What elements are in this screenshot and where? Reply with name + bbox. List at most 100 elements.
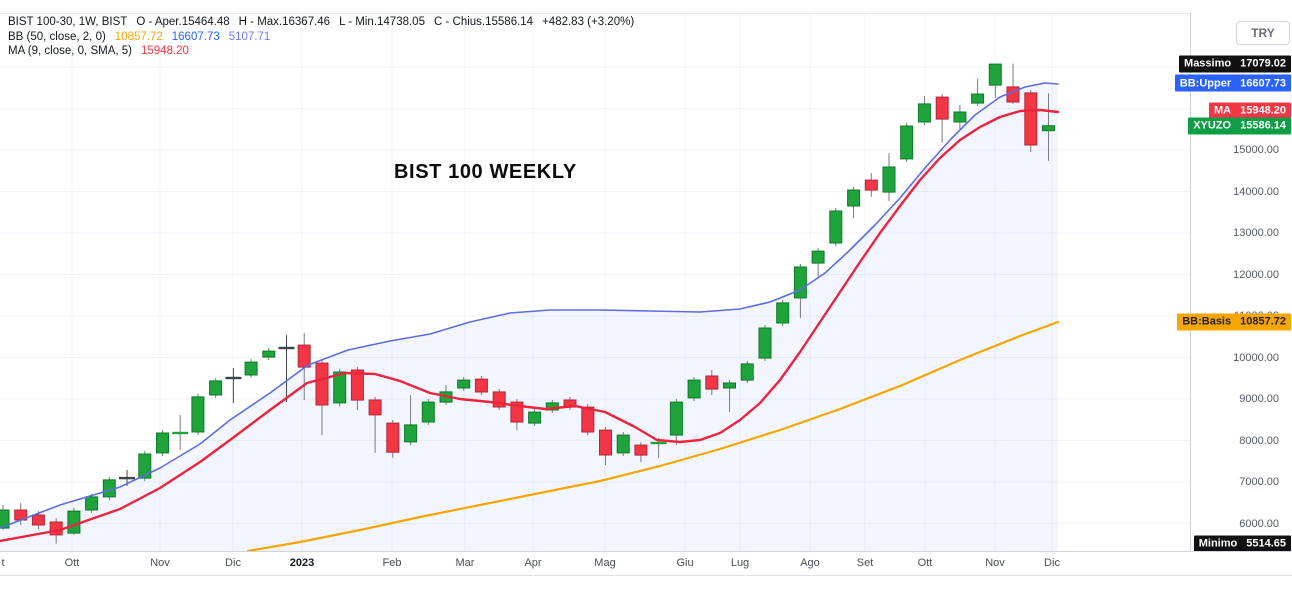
candle-body xyxy=(528,411,542,424)
candle-body xyxy=(829,210,843,244)
candle-body xyxy=(156,432,169,454)
time-tick-label: Dic xyxy=(1044,557,1060,569)
flag-value: 17079.02 xyxy=(1240,57,1286,70)
candle-body xyxy=(793,266,807,299)
candle-body xyxy=(740,363,754,381)
price-tick-label: 15000.00 xyxy=(1233,144,1279,156)
symbol-description[interactable]: BIST 100-30, 1W, BIST xyxy=(8,16,128,28)
time-tick-label: Mag xyxy=(594,557,616,569)
price-tick-label: 6000.00 xyxy=(1239,517,1279,530)
price-tick-label: 14000.00 xyxy=(1233,185,1279,198)
doji-candle xyxy=(119,476,135,480)
candle-body xyxy=(917,103,931,123)
doji-candle xyxy=(650,441,667,445)
legend-symbol-row: BIST 100-30, 1W, BIST O - Aper.15464.48 H … xyxy=(8,15,643,30)
candle-body xyxy=(882,166,896,193)
bb-lower-value: 5107.71 xyxy=(228,30,271,43)
candle-body xyxy=(864,179,878,191)
bb-indicator-label[interactable]: BB (50, close, 2, 0) xyxy=(8,30,106,43)
ma-indicator-label[interactable]: MA (9, close, 0, SMA, 5) xyxy=(8,45,132,57)
candle-body xyxy=(581,406,595,433)
bb-basis-value: 10857.72 xyxy=(114,30,163,43)
candle-body xyxy=(0,509,10,529)
candle-body xyxy=(847,189,861,207)
doji-candle xyxy=(278,346,295,350)
flag-label: MA xyxy=(1214,104,1232,117)
flag-value: 5514.65 xyxy=(1246,537,1286,550)
low-value: L - Min.14738.05 xyxy=(339,16,425,28)
flag-label: BB:Basis xyxy=(1182,315,1232,328)
candle-body xyxy=(811,250,825,264)
time-tick-label: Ott xyxy=(64,557,80,569)
flag-label: XYUZO xyxy=(1193,119,1232,132)
time-tick-label: Giu xyxy=(676,557,694,569)
flag-value: 10857.72 xyxy=(1240,315,1286,328)
candle-body xyxy=(297,344,311,368)
currency-button[interactable]: TRY xyxy=(1236,21,1290,45)
candle-body xyxy=(687,379,701,399)
candle-body xyxy=(988,63,1002,86)
candle-body xyxy=(138,453,152,479)
candle-body xyxy=(209,380,223,396)
price-axis[interactable]: 15000.0014000.0013000.0012000.0011000.00… xyxy=(1174,13,1292,574)
candle-body xyxy=(723,382,736,389)
doji-candle xyxy=(225,376,242,380)
bb-basis-line xyxy=(246,320,1060,551)
time-tick-label: t xyxy=(1,557,5,569)
candle-body xyxy=(616,434,630,454)
candle-body xyxy=(262,350,276,358)
price-tick-label: 12000.00 xyxy=(1233,268,1279,281)
candle-body xyxy=(634,444,648,456)
candle-body xyxy=(244,361,258,376)
candle-body xyxy=(421,401,435,423)
time-tick-label: Set xyxy=(856,557,874,569)
legend: BIST 100-30, 1W, BIST O - Aper.15464.48 H … xyxy=(8,15,643,59)
time-tick-label: Nov xyxy=(150,557,170,569)
ma-value: 15948.20 xyxy=(140,45,189,57)
top-divider xyxy=(0,13,1292,14)
bb-upper-value: 16607.73 xyxy=(171,30,220,43)
ma-line xyxy=(0,108,1060,543)
close-value: C - Chius.15586.14 xyxy=(433,16,534,28)
candle-body xyxy=(350,369,364,401)
candle-body xyxy=(935,96,949,120)
price-flag-ma: MA 15948.20 xyxy=(1209,102,1291,120)
flag-value: 16607.73 xyxy=(1240,77,1286,90)
candle-body xyxy=(315,362,329,406)
candle-body xyxy=(474,378,488,393)
time-axis[interactable]: t Ott Nov Dic 2023 Feb Mar Apr Mag Giu Lug Ago Set Ot… xyxy=(0,551,1292,576)
candle-body xyxy=(31,514,45,526)
price-flag-bb-upper: BB:Upper 16607.73 xyxy=(1174,74,1291,92)
candle-body xyxy=(191,396,205,433)
time-tick-label: Feb xyxy=(382,557,402,569)
open-value: O - Aper.15464.48 xyxy=(136,16,230,28)
legend-ma-row: MA (9, close, 0, SMA, 5) 15948.20 xyxy=(8,44,643,59)
candle-body xyxy=(67,510,81,534)
flag-label: Massimo xyxy=(1184,57,1232,70)
flag-label: Minimo xyxy=(1198,537,1238,550)
time-tick-label: Nov xyxy=(985,557,1005,569)
price-tick-label: 13000.00 xyxy=(1233,227,1279,239)
flag-value: 15948.20 xyxy=(1240,104,1286,117)
candle-body xyxy=(776,302,790,324)
candle-body xyxy=(705,375,719,390)
price-flag-bb-basis: BB:Basis 10857.72 xyxy=(1177,313,1291,331)
price-chart-canvas[interactable] xyxy=(0,0,1190,551)
time-tick-label: Ago xyxy=(800,557,820,569)
candle-body xyxy=(669,401,683,436)
candle-body xyxy=(953,111,967,123)
price-flag-xyuzo: XYUZO 15586.14 xyxy=(1188,117,1291,135)
time-tick-label: Ott xyxy=(917,557,933,569)
candle-body xyxy=(404,424,418,443)
legend-bb-row: BB (50, close, 2, 0) 10857.72 16607.73 5107… xyxy=(8,30,643,45)
change-value: +482.83 (+3.20%) xyxy=(542,16,635,28)
flag-label: BB:Upper xyxy=(1179,77,1232,90)
candle-body xyxy=(386,422,400,453)
price-tick-label: 7000.00 xyxy=(1239,476,1279,488)
price-flag-minimo: Minimo 5514.65 xyxy=(1193,535,1291,553)
candle-body xyxy=(545,402,559,411)
bb-upper-line xyxy=(0,82,1059,529)
candle-body xyxy=(333,371,347,404)
candle-body xyxy=(599,429,612,456)
